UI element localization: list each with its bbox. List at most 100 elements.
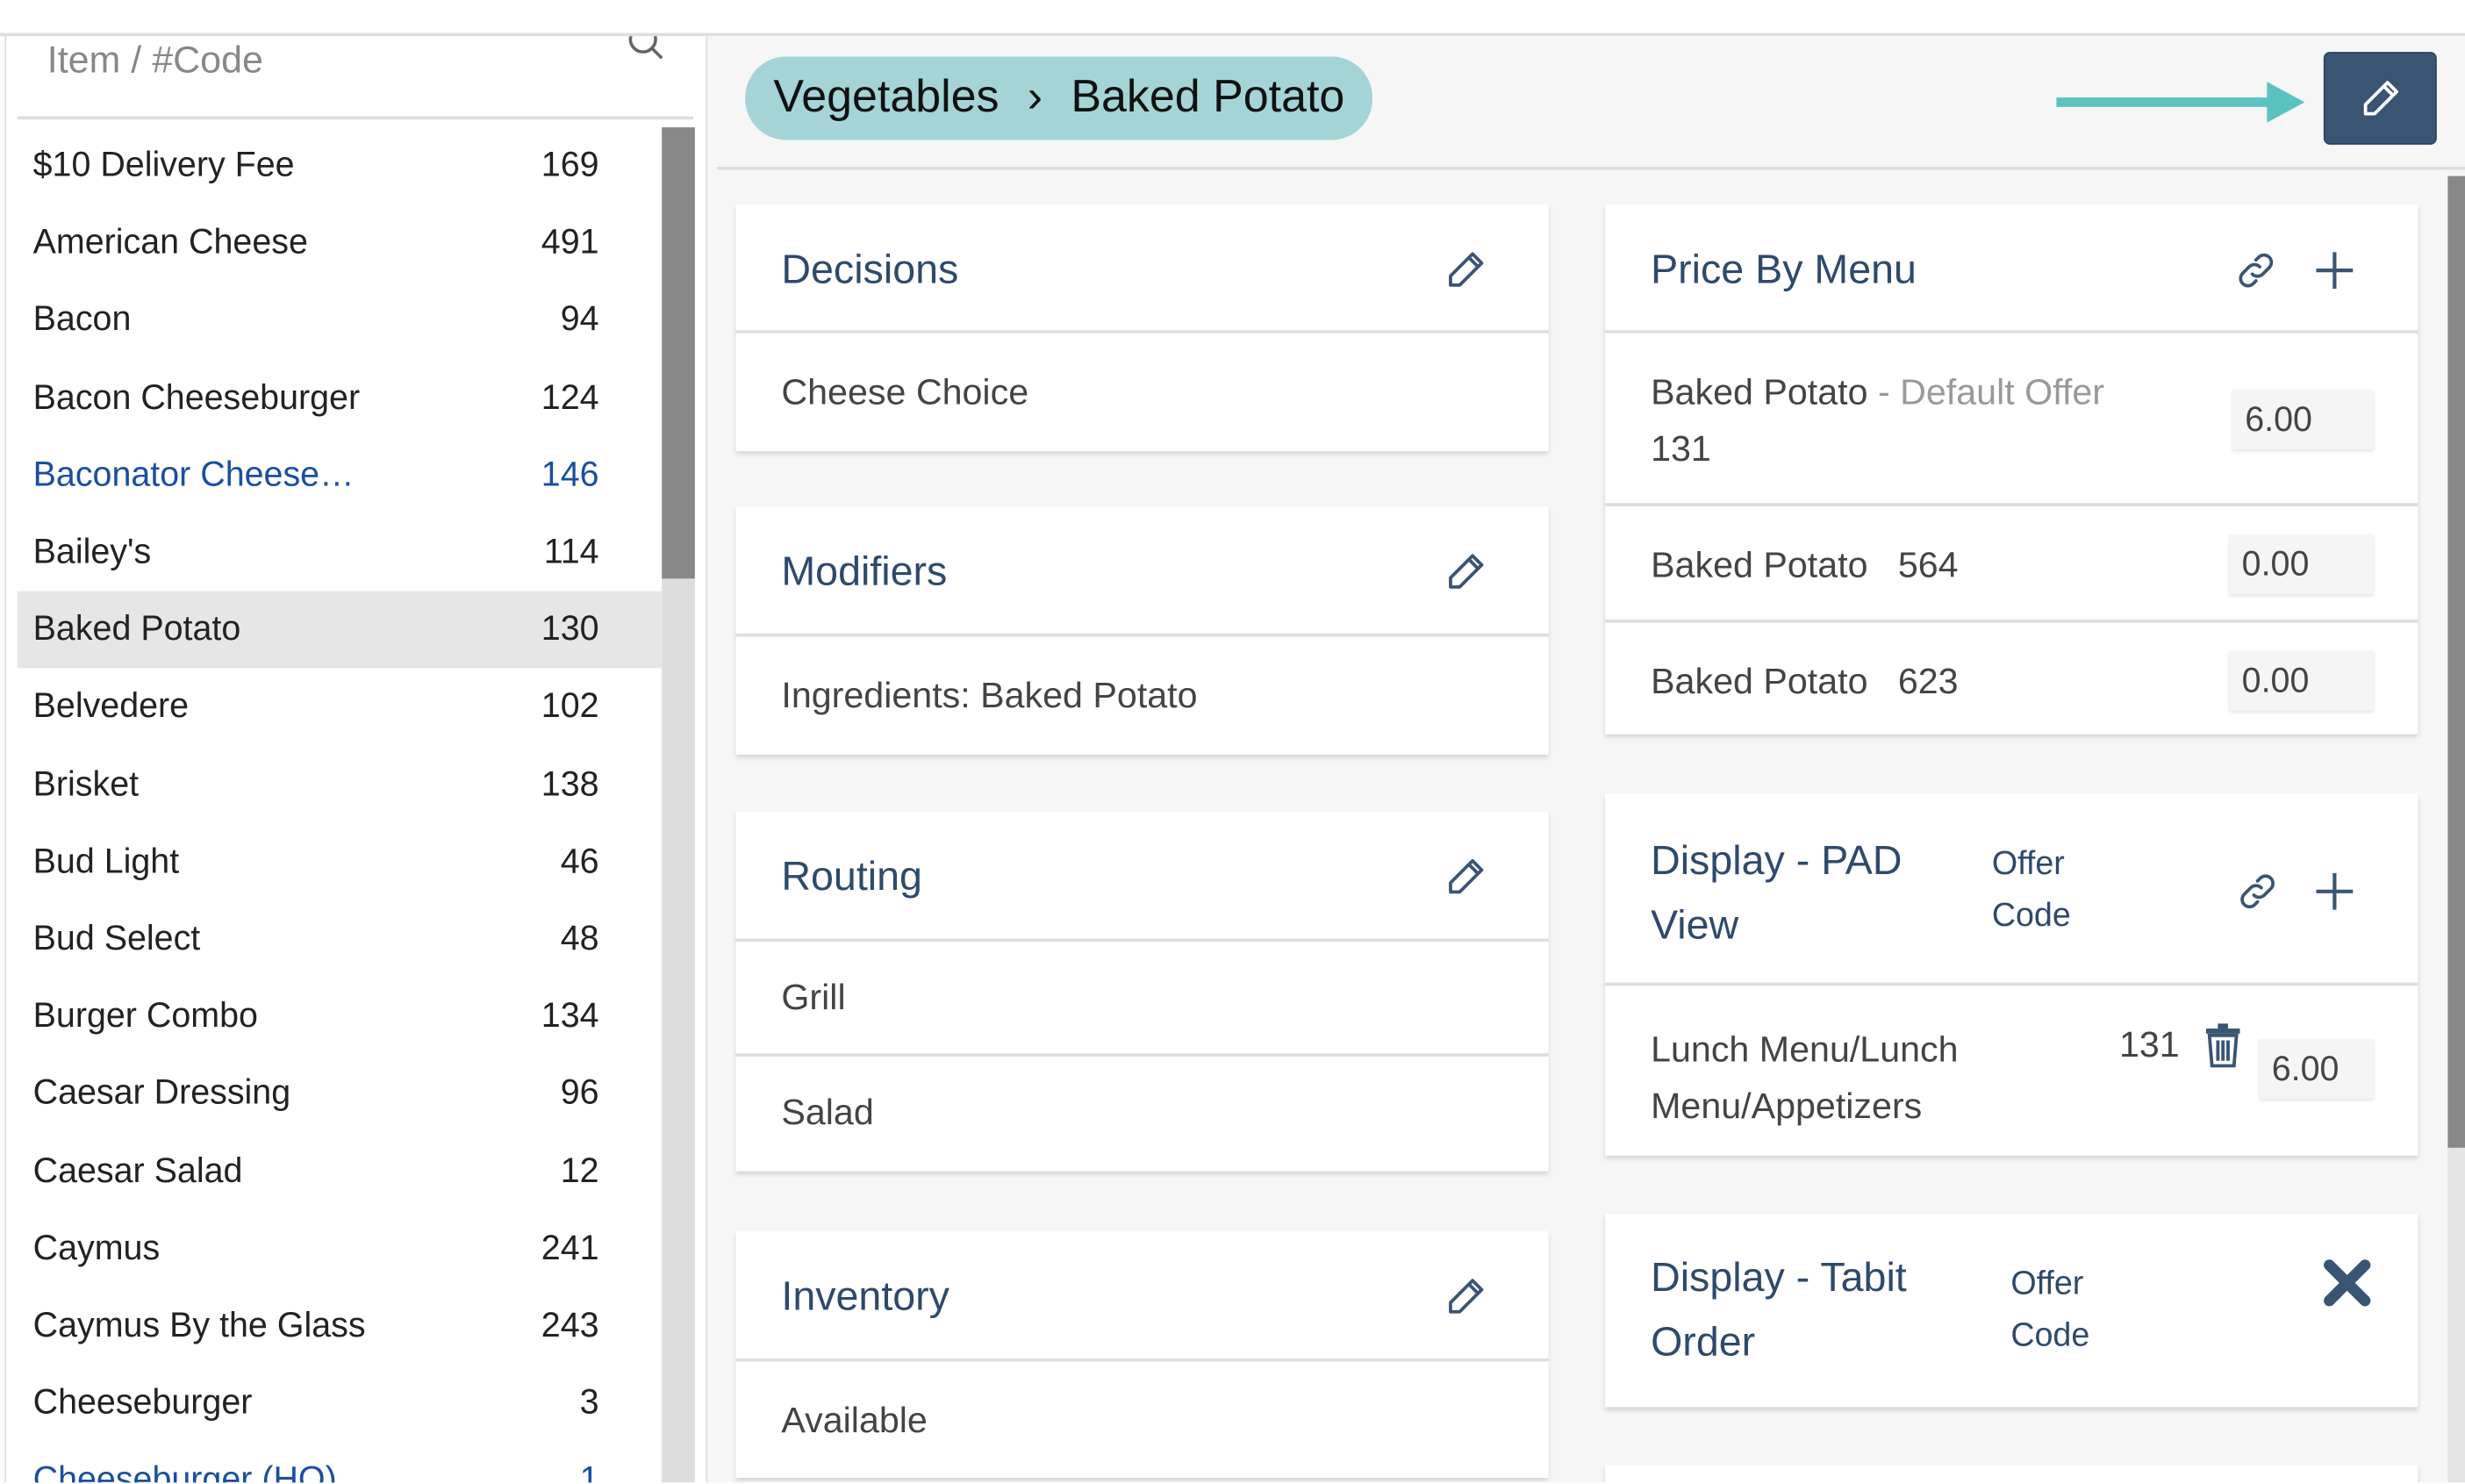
price-input[interactable]: 6.00	[2232, 390, 2375, 450]
item-name: Caymus	[32, 1227, 161, 1267]
edit-item-button[interactable]	[2323, 52, 2437, 145]
card-title: Modifiers	[781, 547, 948, 595]
pencil-icon[interactable]	[1444, 1275, 1487, 1319]
list-item[interactable]: American Cheese 491	[18, 204, 663, 282]
price-row: Baked Potato 623 0.00	[1605, 622, 2418, 734]
list-item[interactable]: Baked Potato 130	[17, 591, 663, 669]
item-name: Bailey's	[32, 531, 152, 571]
pencil-icon[interactable]	[1444, 550, 1487, 594]
list-item[interactable]: Bailey's 114	[18, 514, 663, 591]
chevron-right-icon: ›	[1027, 72, 1043, 123]
list-item[interactable]: Cheeseburger (HQ) 1	[18, 1443, 663, 1483]
row-text: Ingredients: Baked Potato	[781, 674, 1198, 716]
list-item[interactable]: Bacon Cheeseburger 124	[18, 360, 663, 437]
scrollbar-thumb[interactable]	[2447, 176, 2465, 1148]
search-input[interactable]: Item / #Code	[47, 39, 263, 82]
list-item[interactable]: Available	[735, 1361, 1548, 1478]
price-row: Baked Potato - Default Offer 131 6.00	[1605, 333, 2418, 506]
list-item[interactable]: Caymus 241	[18, 1210, 663, 1287]
divider	[716, 166, 2465, 170]
default-offer-label: - Default Offer	[1877, 370, 2104, 412]
price-by-menu-card: Price By Menu Baked Potato - Default Off…	[1605, 204, 2418, 735]
item-name: Burger Combo	[32, 995, 258, 1036]
list-item[interactable]: Baconator Cheese… 146	[18, 437, 663, 514]
menu-item-name: Baked Potato	[1651, 370, 1868, 412]
list-item[interactable]: Burger Combo 134	[18, 979, 663, 1056]
item-code: 241	[541, 1227, 599, 1267]
breadcrumb-category[interactable]: Vegetables	[773, 72, 1000, 123]
pencil-icon	[2363, 80, 2399, 115]
item-code: 102	[541, 685, 599, 726]
menu-path: Lunch Menu/Lunch Menu/Appetizers	[1651, 1028, 1959, 1126]
item-code: 491	[541, 221, 599, 262]
list-item[interactable]: Salad	[735, 1057, 1548, 1172]
list-item[interactable]: Caymus By the Glass 243	[18, 1287, 663, 1365]
row-text: Cheese Choice	[781, 370, 1029, 412]
menu-item-name: Baked Potato	[1651, 543, 1868, 585]
list-item[interactable]: Belvedere 102	[18, 669, 663, 746]
card-title: Price By Menu	[1651, 245, 1917, 293]
item-name: Caesar Salad	[32, 1150, 243, 1190]
pencil-icon[interactable]	[1444, 856, 1487, 900]
card-title: Inventory	[781, 1272, 949, 1320]
divider	[17, 116, 694, 120]
item-sidebar: Item / #Code $10 Delivery Fee 169 American…	[4, 36, 709, 1483]
card-title: Display - PAD View	[1651, 836, 1902, 949]
price-input[interactable]: 6.00	[2259, 1039, 2375, 1100]
routing-card: Routing Grill Salad	[735, 811, 1549, 1172]
item-code: 46	[560, 841, 599, 880]
item-code: 12	[560, 1150, 599, 1190]
list-item[interactable]: Caesar Dressing 96	[18, 1056, 663, 1133]
trash-icon[interactable]	[2203, 1023, 2244, 1068]
item-code: 124	[541, 376, 599, 417]
card-title: Display - Tabit Order	[1651, 1252, 1907, 1366]
list-item[interactable]: Cheeseburger 3	[18, 1365, 663, 1442]
link-icon[interactable]	[2234, 248, 2278, 292]
item-code: 138	[541, 763, 599, 803]
pencil-icon[interactable]	[1444, 248, 1487, 292]
list-item[interactable]: Bacon 94	[18, 282, 663, 359]
search-icon[interactable]	[627, 36, 665, 68]
inventory-card: Inventory Available	[735, 1230, 1549, 1479]
decisions-card: Decisions Cheese Choice	[735, 204, 1549, 452]
item-name: Baked Potato	[32, 608, 241, 649]
arrow-right-icon	[2056, 82, 2305, 123]
breadcrumb-item: Baked Potato	[1071, 72, 1345, 123]
menu-item-name: Baked Potato	[1651, 660, 1868, 702]
list-item[interactable]: Bud Select 48	[18, 901, 663, 979]
item-code: 114	[543, 531, 599, 571]
item-name: Bud Light	[32, 841, 180, 880]
list-item[interactable]: Caesar Salad 12	[18, 1133, 663, 1210]
plus-icon[interactable]	[2312, 248, 2356, 292]
list-item[interactable]: Grill	[735, 942, 1549, 1057]
close-icon[interactable]	[2320, 1256, 2374, 1309]
item-name: Cheeseburger (HQ)	[32, 1459, 337, 1483]
offer-code-header: Offer Code	[1991, 845, 2071, 935]
display-row: Lunch Menu/Lunch Menu/Appetizers 131 6.00	[1605, 986, 2418, 1155]
plus-icon[interactable]	[2312, 870, 2356, 914]
row-text: Salad	[781, 1091, 874, 1132]
card	[1605, 1465, 2418, 1483]
price-input[interactable]: 0.00	[2229, 650, 2375, 711]
list-item[interactable]: Ingredients: Baked Potato	[735, 637, 1548, 755]
modifiers-card: Modifiers Ingredients: Baked Potato	[735, 505, 1549, 755]
item-name: Caymus By the Glass	[32, 1304, 366, 1344]
item-code: 146	[541, 454, 599, 494]
offer-code: 131	[1651, 427, 1711, 469]
item-code: 96	[560, 1072, 599, 1113]
list-item[interactable]: Bud Light 46	[18, 823, 663, 900]
item-name: Bacon	[32, 299, 132, 339]
item-name: Bud Select	[32, 918, 201, 958]
item-name: Cheeseburger	[32, 1382, 253, 1422]
list-item[interactable]: $10 Delivery Fee 169	[18, 127, 663, 204]
list-item[interactable]: Brisket 138	[18, 746, 663, 823]
offer-code: 564	[1897, 543, 1959, 585]
price-row: Baked Potato 564 0.00	[1605, 506, 2418, 623]
item-name: Baconator Cheese…	[32, 454, 355, 494]
list-item[interactable]: Cheese Choice	[735, 333, 1548, 451]
scrollbar-thumb[interactable]	[662, 127, 695, 579]
price-input[interactable]: 0.00	[2229, 534, 2375, 595]
item-name: Brisket	[32, 763, 140, 803]
link-icon[interactable]	[2236, 870, 2280, 914]
